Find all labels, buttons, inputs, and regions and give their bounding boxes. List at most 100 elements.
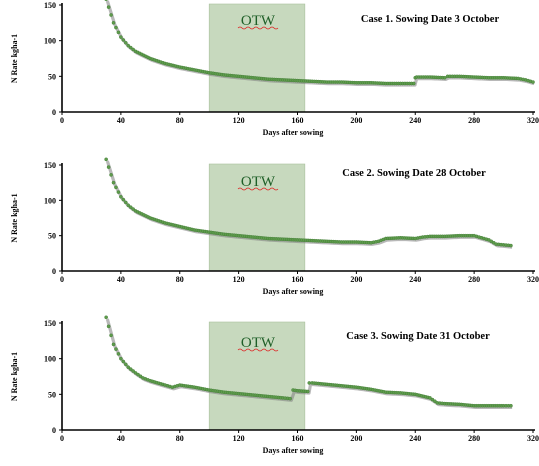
otw-label: OTW	[241, 13, 276, 29]
y-tick-label: 100	[44, 355, 56, 364]
data-point	[119, 194, 123, 199]
data-point	[126, 203, 131, 208]
y-tick-label: 50	[48, 390, 56, 399]
data-point	[133, 371, 138, 375]
data-point	[128, 45, 133, 50]
y-tick-label: 150	[44, 319, 56, 328]
data-point	[509, 243, 513, 248]
data-point	[442, 75, 447, 80]
x-tick-label: 0	[60, 275, 64, 284]
data-point	[119, 35, 123, 39]
data-point	[104, 157, 108, 162]
data-point	[111, 21, 116, 25]
otw-spellcheck-underline	[237, 348, 279, 352]
data-point	[509, 403, 513, 408]
y-axis-label: N Rate kgha-1	[10, 352, 19, 401]
data-point	[114, 347, 118, 351]
otw-spellcheck-underline	[237, 187, 279, 191]
data-point	[106, 324, 111, 329]
data-point	[116, 30, 121, 35]
y-tick-label: 0	[52, 108, 56, 117]
x-tick-label: 320	[527, 116, 539, 125]
otw-label: OTW	[241, 174, 276, 190]
x-tick-label: 120	[233, 275, 245, 284]
x-tick-label: 80	[176, 275, 184, 284]
data-point	[131, 369, 135, 373]
data-point	[126, 43, 131, 48]
data-point	[114, 185, 118, 190]
y-tick-label: 0	[52, 267, 56, 276]
x-tick-label: 240	[409, 116, 421, 125]
data-point	[430, 397, 435, 402]
chart-2: OTW 0 40 80 120 160 200 240 280 320 0 50 100 150 Days …	[10, 157, 539, 296]
data-point	[121, 197, 126, 202]
data-point	[116, 352, 121, 356]
data-point	[131, 47, 135, 52]
x-tick-label: 80	[176, 434, 184, 443]
data-point	[123, 200, 128, 205]
x-tick-label: 240	[409, 434, 421, 443]
x-tick-label: 280	[468, 434, 480, 443]
otw-spellcheck-underline	[237, 26, 279, 30]
series-points	[104, 315, 513, 408]
x-tick-label: 200	[350, 275, 362, 284]
data-point	[106, 165, 111, 169]
data-point	[111, 180, 116, 185]
x-axis-label: Days after sowing	[263, 128, 324, 137]
x-axis-label: Days after sowing	[263, 446, 324, 455]
data-point	[121, 38, 126, 42]
data-point	[136, 372, 140, 377]
chart-title: Case 3. Sowing Date 31 October	[346, 331, 490, 342]
x-tick-label: 40	[117, 275, 125, 284]
x-tick-label: 200	[350, 116, 362, 125]
data-point	[123, 41, 128, 45]
x-tick-label: 40	[117, 116, 125, 125]
x-tick-label: 0	[60, 434, 64, 443]
data-point	[138, 374, 143, 379]
data-point	[531, 80, 535, 84]
x-tick-label: 80	[176, 116, 184, 125]
data-point	[288, 396, 292, 401]
data-point	[119, 356, 123, 361]
y-tick-label: 0	[52, 426, 56, 435]
data-point	[104, 0, 108, 2]
data-point	[104, 315, 108, 320]
data-point	[123, 362, 128, 367]
data-point	[106, 5, 111, 9]
x-tick-label: 160	[292, 116, 304, 125]
x-tick-label: 320	[527, 275, 539, 284]
data-point	[109, 333, 113, 338]
otw-label: OTW	[241, 335, 276, 351]
data-point	[114, 25, 118, 30]
data-point	[121, 359, 126, 364]
chart-title: Case 2. Sowing Date 28 October	[342, 168, 486, 179]
x-tick-label: 280	[468, 116, 480, 125]
data-point	[109, 173, 113, 177]
y-tick-label: 150	[44, 161, 56, 170]
data-point	[111, 342, 116, 347]
y-tick-label: 100	[44, 37, 56, 46]
data-point	[116, 190, 121, 194]
data-point	[109, 13, 113, 17]
otw-region	[208, 3, 306, 113]
data-point	[433, 399, 437, 404]
data-point	[307, 381, 312, 385]
x-tick-label: 160	[292, 434, 304, 443]
data-point	[306, 389, 310, 394]
series-points	[104, 0, 535, 86]
data-point	[428, 396, 432, 400]
x-tick-label: 120	[233, 116, 245, 125]
chart-1: OTW 0 40 80 120 160 200 240 280 320 0 50 100 150 Days …	[10, 0, 539, 137]
y-tick-label: 150	[44, 1, 56, 10]
data-point	[128, 367, 133, 371]
x-tick-label: 240	[409, 275, 421, 284]
y-tick-label: 50	[48, 72, 56, 81]
y-tick-label: 50	[48, 232, 56, 241]
data-point	[128, 205, 133, 209]
x-tick-label: 0	[60, 116, 64, 125]
data-point	[411, 81, 416, 86]
data-point	[131, 207, 135, 211]
chart-title: Case 1. Sowing Date 3 October	[361, 14, 500, 25]
x-axis-label: Days after sowing	[263, 287, 324, 296]
